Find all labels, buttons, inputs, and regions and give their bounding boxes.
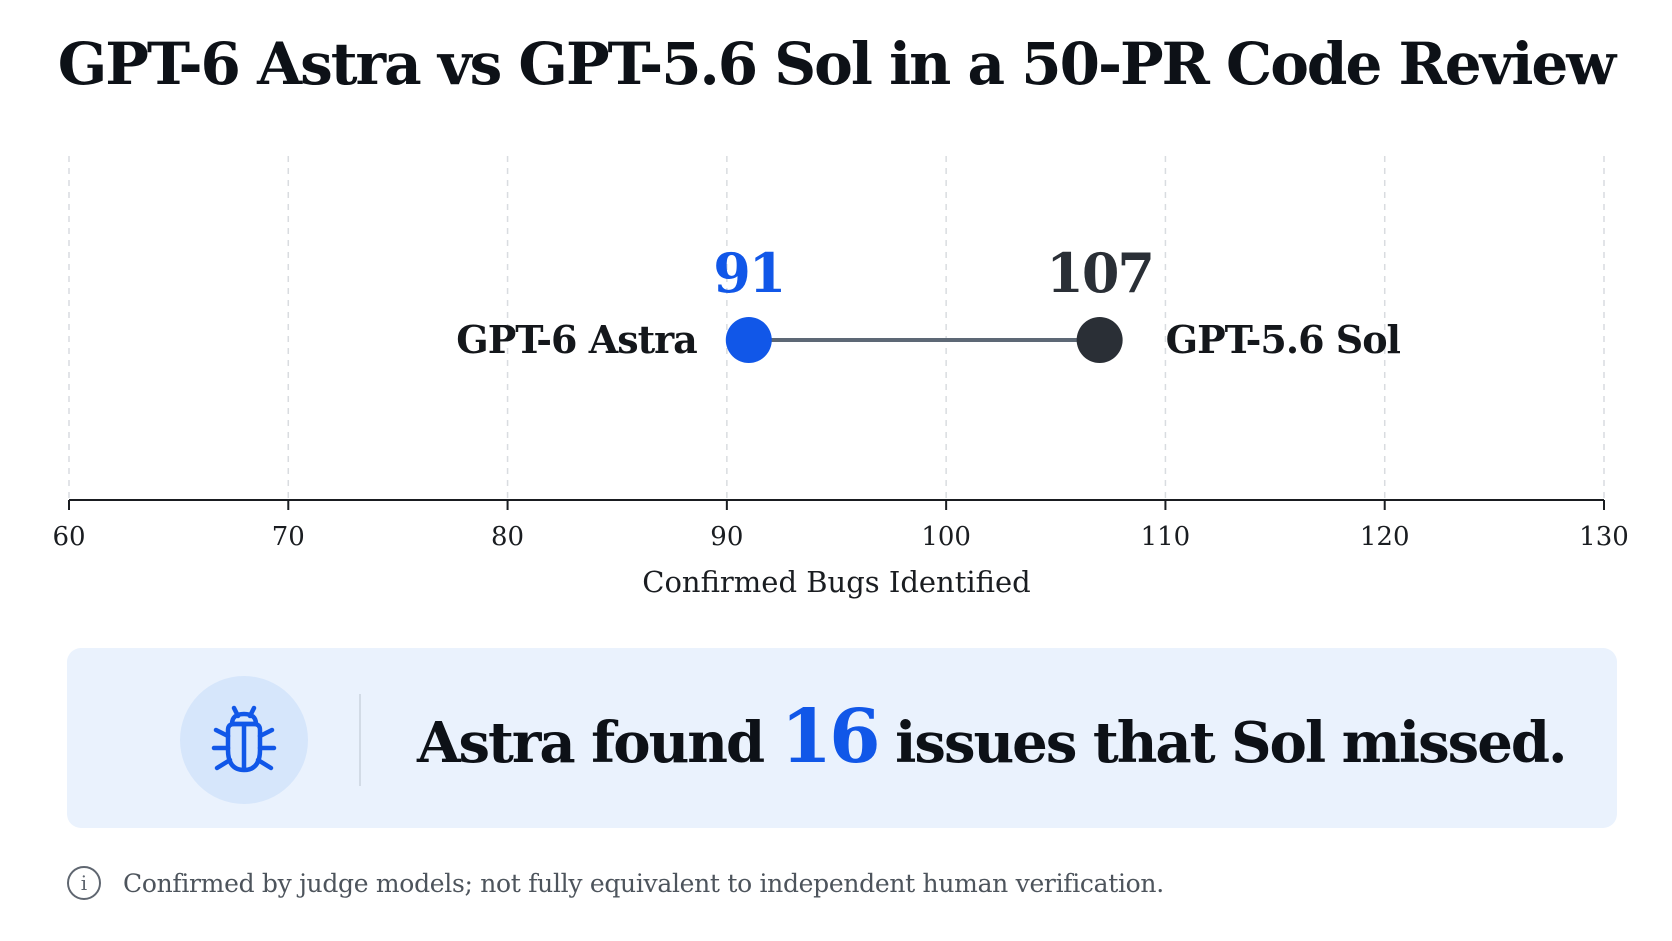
tick-label: 130 [1579, 522, 1629, 552]
series-label-gpt-5-6-sol: GPT-5.6 Sol [1166, 317, 1401, 362]
callout-suffix: issues that Sol missed. [895, 710, 1567, 776]
value-label-gpt-5-6-sol: 107 [1046, 241, 1153, 305]
point-gpt-5-6-sol [1076, 317, 1123, 363]
callout-number: 16 [780, 694, 881, 780]
footnote: i Confirmed by judge models; not fully e… [67, 863, 1164, 903]
tick-label: 70 [272, 522, 305, 552]
x-axis-ticks: 60 70 80 90 100 110 120 130 [52, 500, 1629, 552]
tick-label: 110 [1141, 522, 1191, 552]
point-gpt-6-astra [725, 317, 772, 363]
callout-statement: Astra found 16 issues that Sol missed. [417, 692, 1568, 782]
info-icon: i [67, 866, 101, 900]
x-axis-label: Confirmed Bugs Identified [642, 565, 1030, 599]
bug-icon [211, 705, 277, 773]
tick-label: 100 [921, 522, 971, 552]
tick-label: 60 [52, 522, 85, 552]
tick-label: 90 [710, 522, 743, 552]
tick-label: 80 [491, 522, 524, 552]
series-label-gpt-6-astra: GPT-6 Astra [456, 317, 697, 362]
tick-label: 120 [1360, 522, 1410, 552]
value-label-gpt-6-astra: 91 [713, 241, 784, 305]
callout-prefix: Astra found [417, 710, 765, 776]
data-points: 91 GPT-6 Astra 107 GPT-5.6 Sol [456, 241, 1402, 363]
summary-callout: Astra found 16 issues that Sol missed. [67, 648, 1617, 828]
callout-divider [359, 694, 361, 786]
grid-lines [68, 156, 1605, 500]
bug-icon-badge [180, 676, 308, 804]
dumbbell-chart: 60 70 80 90 100 110 120 130 Confirmed Bugs Iden… [52, 156, 1629, 599]
footnote-text: Confirmed by judge models; not fully equ… [123, 868, 1164, 898]
chart-title: GPT-6 Astra vs GPT-5.6 Sol in a 50-PR Co… [57, 30, 1616, 98]
